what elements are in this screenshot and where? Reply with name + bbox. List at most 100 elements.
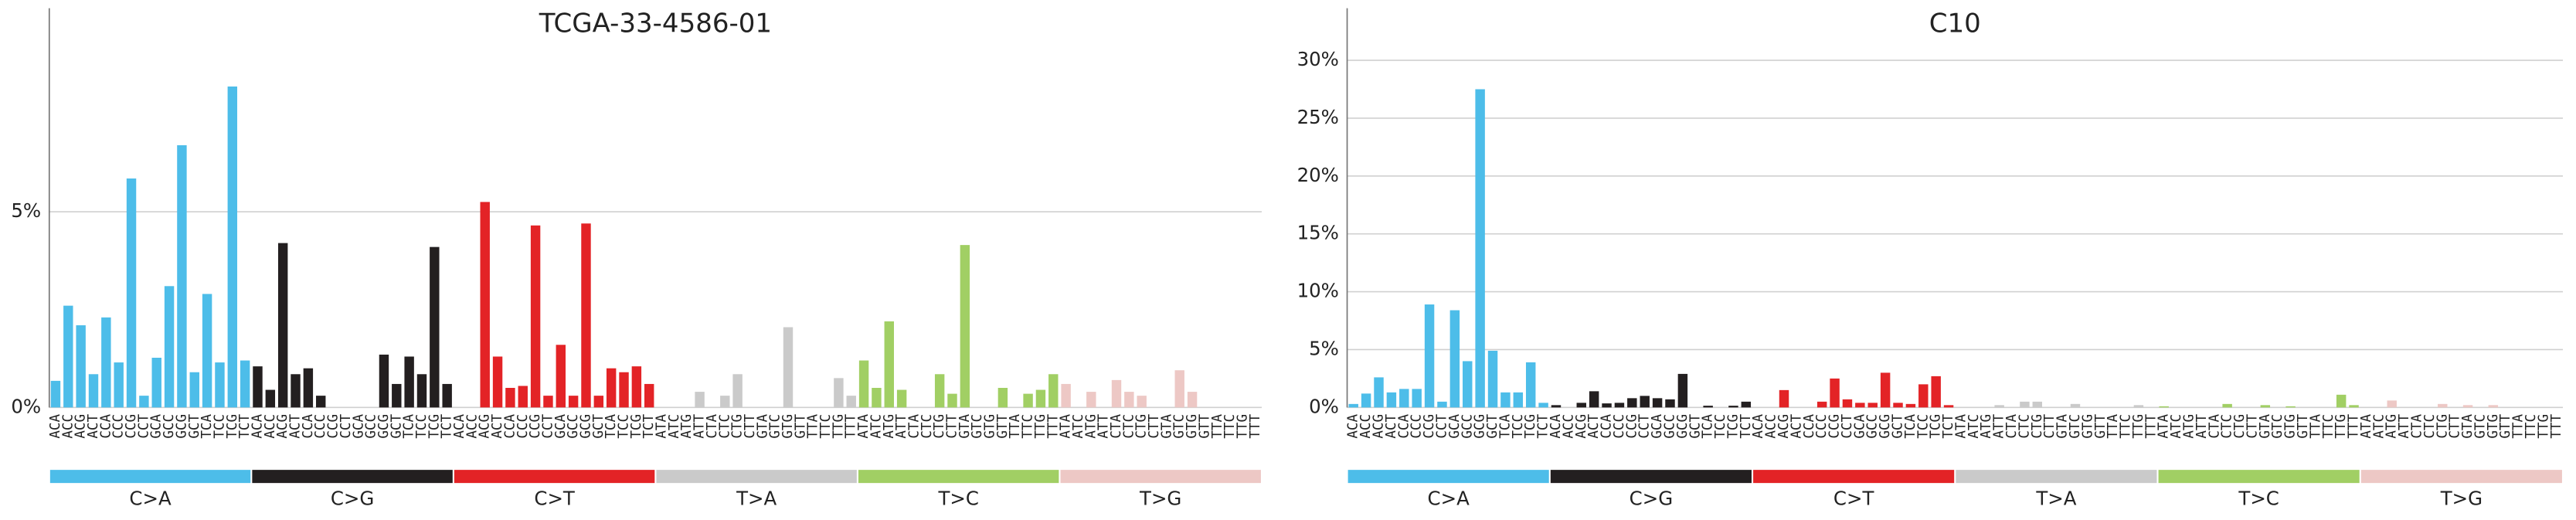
bar (2285, 406, 2296, 408)
x-tick-label: GTG (983, 414, 998, 439)
x-tick-label: ATG (1083, 414, 1099, 439)
bar (1361, 393, 1371, 408)
bar (1830, 378, 1840, 408)
bar (227, 86, 238, 408)
bar (291, 374, 301, 408)
x-tick-label: GTT (1197, 413, 1212, 438)
group-bar (1060, 470, 1261, 484)
x-tick-label: GCT (389, 413, 404, 438)
bar (1348, 403, 1358, 408)
bar (1538, 403, 1548, 408)
x-tick-label: ATT (1992, 413, 2007, 438)
x-tick-label: CTA (2004, 413, 2020, 438)
group-label: T>G (2440, 487, 2483, 509)
bar (1652, 398, 1663, 408)
x-tick-label: CTA (1109, 413, 1124, 438)
x-tick-label: GCC (1662, 414, 1677, 439)
bar (1086, 392, 1096, 408)
x-tick-label: ACC (263, 414, 278, 439)
bar (1174, 370, 1184, 408)
bar (1728, 406, 1738, 408)
x-tick-label: ATA (856, 413, 872, 438)
bar (63, 305, 73, 408)
x-tick-label: GTC (768, 414, 783, 439)
bar (1449, 310, 1460, 408)
bar (2260, 405, 2271, 408)
x-tick-label: ACG (1776, 414, 1792, 439)
x-tick-label: ACC (464, 414, 480, 439)
x-tick-label: TTC (2523, 414, 2539, 439)
x-tick-label: GCC (161, 414, 177, 439)
bar (1918, 384, 1929, 408)
x-tick-label: ACT (1586, 413, 1602, 438)
y-tick-label: 0% (1309, 395, 1339, 417)
x-tick-label: TCT (1536, 413, 1551, 438)
x-tick-label: ACT (1384, 413, 1399, 438)
bar (404, 356, 414, 408)
x-tick-label: ACC (1764, 414, 1779, 439)
x-tick-label: TCT (641, 413, 657, 438)
x-tick-label: GTG (2283, 414, 2299, 439)
group-label: T>C (937, 487, 978, 509)
y-tick-label: 5% (1309, 337, 1339, 359)
bar (1525, 362, 1536, 408)
x-tick-label: CTT (2448, 413, 2463, 438)
bar (392, 383, 402, 408)
y-tick-label: 10% (1297, 280, 1339, 302)
x-tick-label: CTG (932, 414, 947, 439)
bar (960, 245, 970, 408)
x-tick-label: CTA (2410, 413, 2425, 438)
group-bar (1347, 470, 1549, 484)
x-tick-label: CTT (2042, 413, 2058, 438)
x-tick-label: ATA (2359, 413, 2374, 438)
bar (2070, 403, 2081, 408)
bar (492, 356, 503, 408)
x-tick-label: GTT (995, 413, 1011, 438)
bar (1994, 405, 2004, 408)
x-tick-label: CCC (1409, 414, 1425, 439)
bar (1111, 379, 1122, 408)
bar (1061, 383, 1071, 408)
x-tick-label: ATA (2156, 413, 2172, 438)
bar (518, 386, 528, 408)
bar (1880, 372, 1891, 408)
bar (50, 380, 61, 408)
x-tick-label: CTC (2017, 414, 2032, 439)
group-label: C>A (1428, 487, 1470, 509)
x-tick-label: CTT (743, 413, 758, 438)
bar (1614, 403, 1625, 408)
bar (2032, 401, 2043, 408)
x-tick-label: ATA (1059, 413, 1074, 438)
x-tick-label: CCG (1624, 414, 1640, 439)
x-tick-label: TCC (414, 414, 430, 439)
bar (1187, 392, 1198, 408)
x-tick-label: CTA (2207, 413, 2222, 438)
x-tick-label: GTT (2498, 413, 2513, 438)
x-tick-label: TCA (199, 413, 215, 438)
x-tick-label: TCA (1701, 413, 1716, 438)
x-tick-label: ATC (2371, 414, 2387, 439)
bar (1640, 396, 1650, 408)
bar (1424, 304, 1435, 408)
x-tick-label: ATG (2181, 414, 2197, 439)
x-tick-label: TTA (2308, 413, 2323, 438)
x-tick-label: TTA (2511, 413, 2527, 438)
x-tick-label: GTA (2460, 413, 2476, 438)
x-tick-label: GCC (1460, 414, 1475, 439)
bar (316, 396, 326, 408)
x-tick-label: ATG (2384, 414, 2400, 439)
x-tick-label: TTG (1235, 414, 1250, 439)
x-tick-label: GCT (591, 413, 607, 438)
bar (593, 396, 604, 408)
x-tick-label: CCA (502, 413, 518, 438)
x-tick-label: TCC (1713, 414, 1728, 439)
x-tick-label: TCA (1497, 413, 1513, 438)
x-tick-label: ATC (1966, 414, 1982, 439)
bar (1677, 373, 1688, 408)
x-tick-label: TCT (1941, 413, 1956, 438)
x-tick-label: ATG (679, 414, 695, 439)
x-tick-label: CCG (528, 414, 543, 439)
bar (543, 396, 553, 408)
x-tick-label: GCG (1878, 414, 1893, 439)
